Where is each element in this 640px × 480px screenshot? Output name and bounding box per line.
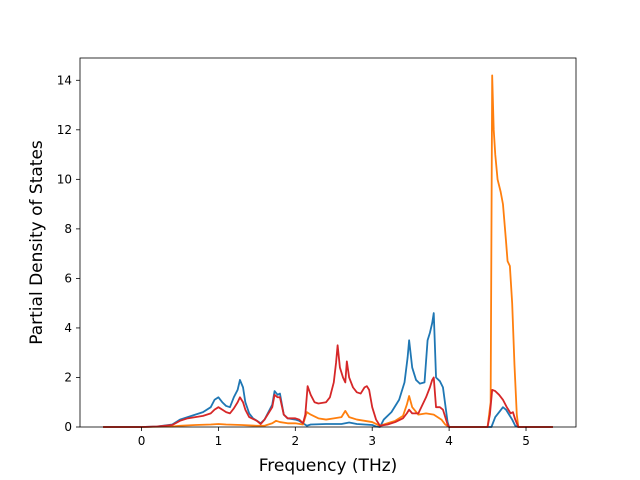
y-axis: 0 2 4 6 8 10 12 14 bbox=[57, 73, 80, 434]
y-tick-label: 6 bbox=[64, 271, 72, 285]
x-tick-label: 1 bbox=[215, 434, 223, 448]
x-tick-label: 3 bbox=[368, 434, 376, 448]
y-tick-label: 4 bbox=[64, 321, 72, 335]
plot-frame bbox=[79, 57, 577, 428]
x-tick-label: 2 bbox=[291, 434, 299, 448]
y-tick-label: 0 bbox=[64, 420, 72, 434]
plot-series bbox=[103, 74, 553, 428]
x-axis: 0 1 2 3 4 5 bbox=[138, 427, 530, 448]
y-tick-label: 12 bbox=[57, 123, 72, 137]
series-line-3 bbox=[103, 344, 553, 428]
series-line-2 bbox=[103, 74, 553, 428]
y-tick-label: 2 bbox=[64, 370, 72, 384]
x-tick-label: 4 bbox=[445, 434, 453, 448]
y-tick-label: 10 bbox=[57, 172, 72, 186]
x-tick-label: 0 bbox=[138, 434, 146, 448]
x-tick-label: 5 bbox=[522, 434, 530, 448]
series-line-1 bbox=[103, 312, 553, 428]
y-tick-label: 8 bbox=[64, 222, 72, 236]
y-axis-label: Partial Density of States bbox=[27, 140, 47, 345]
y-tick-label: 14 bbox=[57, 73, 72, 87]
x-axis-label: Frequency (THz) bbox=[259, 456, 398, 476]
